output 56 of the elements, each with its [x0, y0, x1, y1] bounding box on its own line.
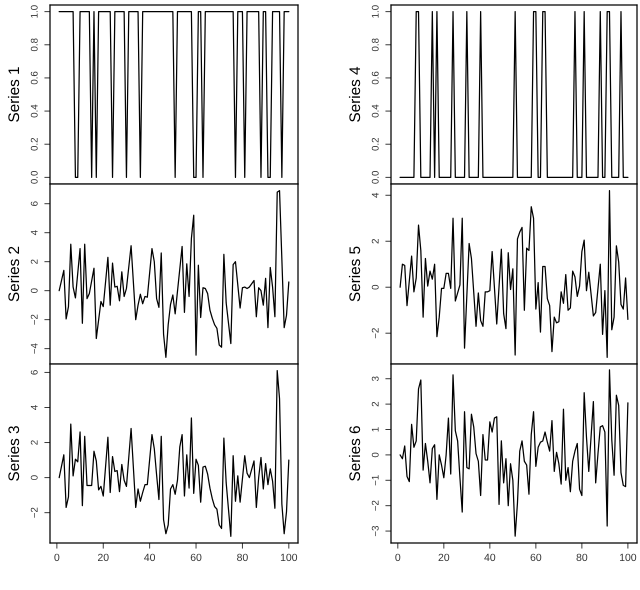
- y-tick-label: 0: [30, 475, 38, 480]
- x-tick-label: 80: [237, 554, 248, 562]
- y-tick-label: 0.4: [30, 104, 38, 118]
- y-tick-label: 0: [372, 284, 379, 290]
- y-tick-label: −2: [30, 508, 38, 518]
- y-tick-label: −2: [30, 314, 38, 325]
- y-tick-label: 0.4: [372, 104, 379, 118]
- x-tick-label: 40: [484, 554, 496, 562]
- y-tick-label: 1.0: [372, 5, 379, 18]
- y-tick-label: 0: [30, 288, 38, 293]
- y-tick-label: 0.8: [372, 38, 379, 52]
- y-axis-title: Series 3: [8, 426, 20, 481]
- x-tick-label: 80: [576, 554, 588, 562]
- x-tick-label: 40: [144, 554, 156, 562]
- y-tick-label: −2: [372, 328, 379, 338]
- x-tick-label: 100: [280, 554, 298, 562]
- y-axis-title: Series 6: [348, 426, 360, 481]
- x-tick-label: 0: [395, 554, 400, 562]
- line-series: [399, 369, 629, 537]
- x-tick-label: 60: [530, 554, 542, 562]
- y-tick-label: 0.8: [30, 38, 38, 52]
- x-tick-label: 60: [190, 554, 202, 562]
- y-axis-title: Series 2: [8, 246, 20, 302]
- y-tick-label: 2: [30, 440, 38, 445]
- y-tick-label: 3: [372, 376, 379, 382]
- x-tick-label: 100: [620, 554, 636, 562]
- y-tick-label: −2: [372, 500, 379, 511]
- y-tick-label: 0.6: [30, 72, 38, 84]
- y-axis-title: Series 5: [348, 246, 360, 302]
- y-tick-label: 1.0: [30, 5, 38, 18]
- y-tick-label: 0: [372, 452, 379, 458]
- x-tick-label: 20: [438, 554, 450, 562]
- y-tick-label: 6: [30, 370, 38, 375]
- y-tick-label: 1: [372, 427, 379, 432]
- y-tick-label: 2: [372, 402, 379, 406]
- y-tick-label: 4: [30, 405, 38, 410]
- x-tick-label: 20: [98, 554, 109, 562]
- y-tick-label: 0.0: [30, 170, 38, 184]
- y-axis-title: Series 4: [348, 66, 360, 122]
- y-tick-label: 0.0: [372, 170, 379, 184]
- y-tick-label: 2: [372, 239, 379, 244]
- line-series: [58, 190, 290, 358]
- x-tick-label: 0: [54, 554, 60, 562]
- y-tick-label: 0.2: [30, 138, 38, 151]
- y-tick-label: 4: [372, 192, 379, 198]
- y-tick-label: −1: [372, 475, 379, 486]
- line-series: [58, 370, 290, 537]
- y-axis-title: Series 1: [8, 67, 20, 122]
- y-tick-label: 0.2: [372, 138, 379, 151]
- y-tick-label: −4: [30, 343, 38, 354]
- y-tick-label: −3: [372, 526, 379, 536]
- line-series: [399, 190, 629, 358]
- y-tick-label: 4: [30, 230, 38, 236]
- y-tick-label: 2: [30, 259, 38, 264]
- y-tick-label: 6: [30, 201, 38, 206]
- y-tick-label: 0.6: [372, 72, 379, 84]
